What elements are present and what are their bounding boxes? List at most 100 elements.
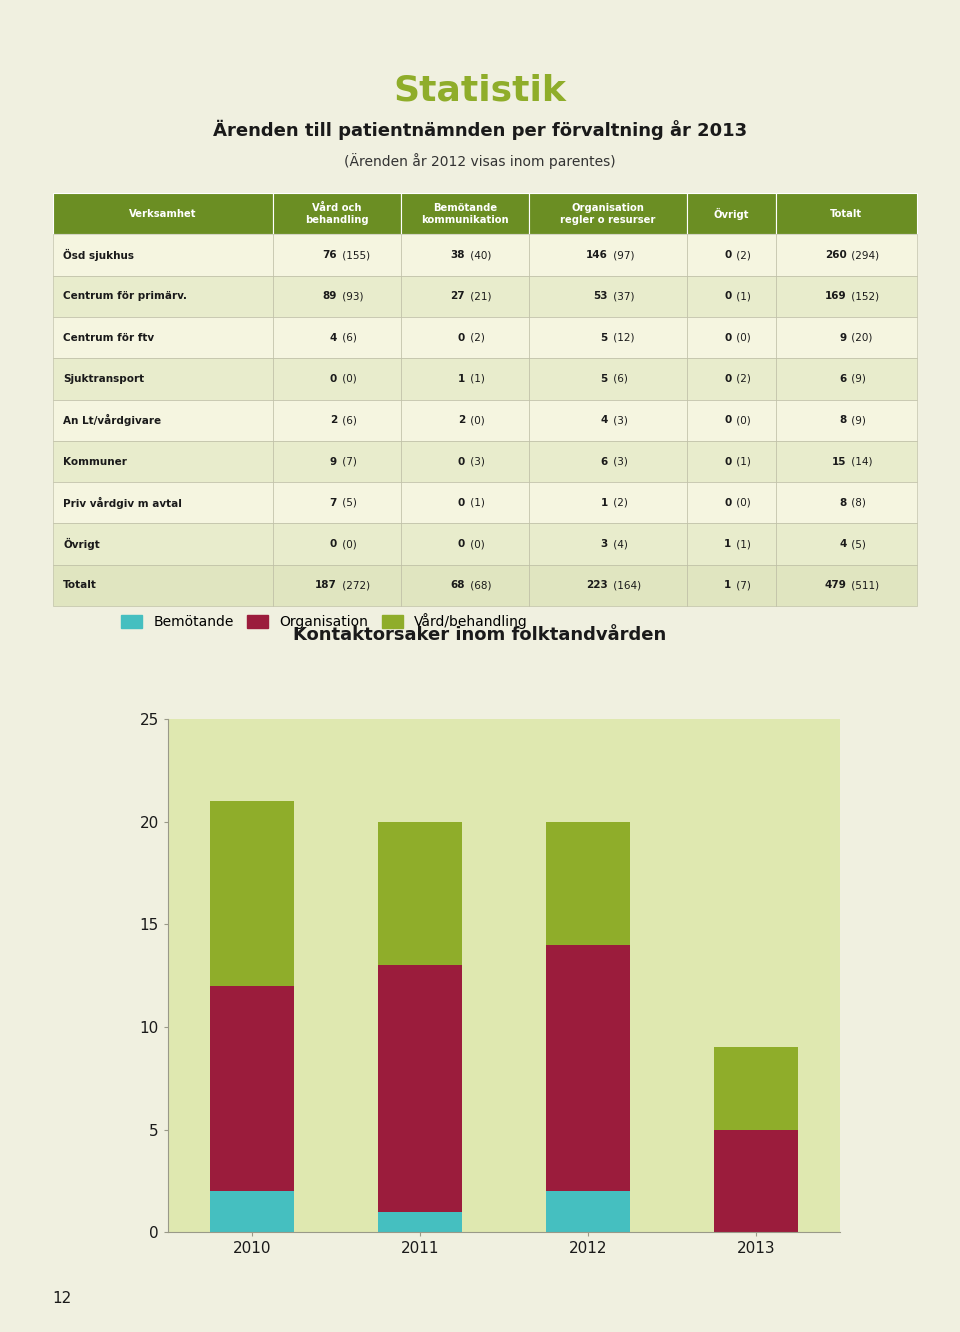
Text: 223: 223 bbox=[587, 581, 608, 590]
Text: Priv vårdgiv m avtal: Priv vårdgiv m avtal bbox=[63, 497, 182, 509]
Text: 1: 1 bbox=[724, 581, 732, 590]
Bar bbox=[529, 523, 687, 565]
Bar bbox=[210, 802, 294, 986]
Bar bbox=[53, 400, 273, 441]
Bar bbox=[529, 565, 687, 606]
Bar bbox=[53, 234, 273, 276]
Text: (37): (37) bbox=[610, 292, 635, 301]
Legend: Bemötande, Organisation, Vård/behandling: Bemötande, Organisation, Vård/behandling bbox=[121, 614, 528, 629]
Text: 0: 0 bbox=[724, 374, 732, 384]
Text: (0): (0) bbox=[467, 416, 485, 425]
Text: 0: 0 bbox=[458, 457, 465, 466]
Bar bbox=[776, 317, 917, 358]
Bar bbox=[273, 441, 401, 482]
Text: (7): (7) bbox=[339, 457, 357, 466]
Text: Bemötande
kommunikation: Bemötande kommunikation bbox=[421, 202, 509, 225]
Text: 4: 4 bbox=[839, 539, 847, 549]
Text: 68: 68 bbox=[450, 581, 465, 590]
Bar bbox=[776, 276, 917, 317]
Text: Ösd sjukhus: Ösd sjukhus bbox=[63, 249, 134, 261]
Bar bbox=[401, 193, 529, 234]
Text: 169: 169 bbox=[825, 292, 847, 301]
Bar bbox=[529, 234, 687, 276]
Text: (12): (12) bbox=[610, 333, 635, 342]
Bar bbox=[776, 441, 917, 482]
Text: 5: 5 bbox=[601, 374, 608, 384]
Text: 9: 9 bbox=[839, 333, 847, 342]
Text: (5): (5) bbox=[339, 498, 357, 507]
Text: (0): (0) bbox=[733, 333, 751, 342]
Bar bbox=[401, 482, 529, 523]
Bar bbox=[401, 234, 529, 276]
Bar bbox=[401, 523, 529, 565]
Bar bbox=[687, 400, 776, 441]
Text: (1): (1) bbox=[733, 292, 751, 301]
Text: 27: 27 bbox=[450, 292, 465, 301]
Text: (6): (6) bbox=[339, 333, 357, 342]
Bar bbox=[273, 400, 401, 441]
Text: (14): (14) bbox=[848, 457, 873, 466]
Bar bbox=[401, 565, 529, 606]
Bar bbox=[776, 358, 917, 400]
Text: (0): (0) bbox=[339, 374, 356, 384]
Bar bbox=[210, 1191, 294, 1232]
Text: (20): (20) bbox=[848, 333, 873, 342]
Text: (272): (272) bbox=[339, 581, 370, 590]
Text: (155): (155) bbox=[339, 250, 370, 260]
Text: (21): (21) bbox=[467, 292, 492, 301]
Text: 6: 6 bbox=[601, 457, 608, 466]
Text: 1: 1 bbox=[724, 539, 732, 549]
Bar bbox=[401, 276, 529, 317]
Text: Organisation
regler o resurser: Organisation regler o resurser bbox=[561, 202, 656, 225]
Bar bbox=[53, 565, 273, 606]
Text: 5: 5 bbox=[601, 333, 608, 342]
Text: 8: 8 bbox=[839, 498, 847, 507]
Text: (2): (2) bbox=[610, 498, 628, 507]
Text: (3): (3) bbox=[610, 416, 628, 425]
Text: 8: 8 bbox=[839, 416, 847, 425]
Bar bbox=[546, 944, 630, 1191]
Bar bbox=[776, 482, 917, 523]
Bar bbox=[687, 482, 776, 523]
Text: (9): (9) bbox=[848, 416, 866, 425]
Text: (68): (68) bbox=[467, 581, 492, 590]
Bar bbox=[401, 400, 529, 441]
Text: 4: 4 bbox=[329, 333, 337, 342]
Text: (Ärenden år 2012 visas inom parentes): (Ärenden år 2012 visas inom parentes) bbox=[345, 153, 615, 169]
Text: (1): (1) bbox=[733, 539, 751, 549]
Bar bbox=[687, 358, 776, 400]
Text: 12: 12 bbox=[53, 1291, 72, 1305]
Text: (93): (93) bbox=[339, 292, 363, 301]
Text: (1): (1) bbox=[733, 457, 751, 466]
Text: Totalt: Totalt bbox=[63, 581, 97, 590]
Text: (164): (164) bbox=[610, 581, 640, 590]
Text: Verksamhet: Verksamhet bbox=[130, 209, 197, 218]
Text: 260: 260 bbox=[825, 250, 847, 260]
Text: 0: 0 bbox=[458, 333, 465, 342]
Text: 0: 0 bbox=[330, 539, 337, 549]
Bar bbox=[273, 358, 401, 400]
Bar bbox=[687, 523, 776, 565]
Text: (2): (2) bbox=[733, 374, 751, 384]
Bar bbox=[529, 276, 687, 317]
Bar bbox=[776, 523, 917, 565]
Bar bbox=[714, 1130, 798, 1232]
Bar bbox=[687, 234, 776, 276]
Bar bbox=[529, 482, 687, 523]
Text: 0: 0 bbox=[330, 374, 337, 384]
Text: 15: 15 bbox=[832, 457, 847, 466]
Text: 479: 479 bbox=[825, 581, 847, 590]
Text: 0: 0 bbox=[724, 333, 732, 342]
Bar bbox=[401, 441, 529, 482]
Text: Övrigt: Övrigt bbox=[713, 208, 749, 220]
Text: Statistik: Statistik bbox=[394, 73, 566, 108]
Bar bbox=[529, 317, 687, 358]
Text: 187: 187 bbox=[315, 581, 337, 590]
Bar bbox=[714, 1047, 798, 1130]
Bar bbox=[776, 234, 917, 276]
Bar bbox=[273, 276, 401, 317]
Text: Sjuktransport: Sjuktransport bbox=[63, 374, 144, 384]
Text: Övrigt: Övrigt bbox=[63, 538, 100, 550]
Text: 0: 0 bbox=[724, 292, 732, 301]
Bar bbox=[53, 193, 273, 234]
